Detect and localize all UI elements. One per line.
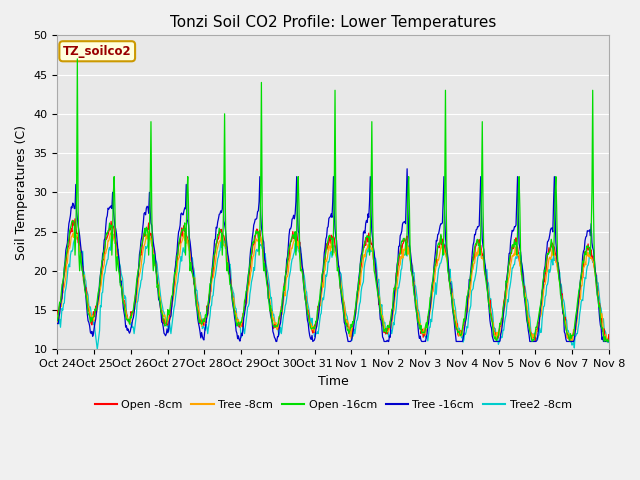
Text: TZ_soilco2: TZ_soilco2 (63, 45, 132, 58)
Y-axis label: Soil Temperatures (C): Soil Temperatures (C) (15, 125, 28, 260)
Title: Tonzi Soil CO2 Profile: Lower Temperatures: Tonzi Soil CO2 Profile: Lower Temperatur… (170, 15, 496, 30)
X-axis label: Time: Time (317, 374, 349, 387)
Legend: Open -8cm, Tree -8cm, Open -16cm, Tree -16cm, Tree2 -8cm: Open -8cm, Tree -8cm, Open -16cm, Tree -… (90, 396, 576, 415)
